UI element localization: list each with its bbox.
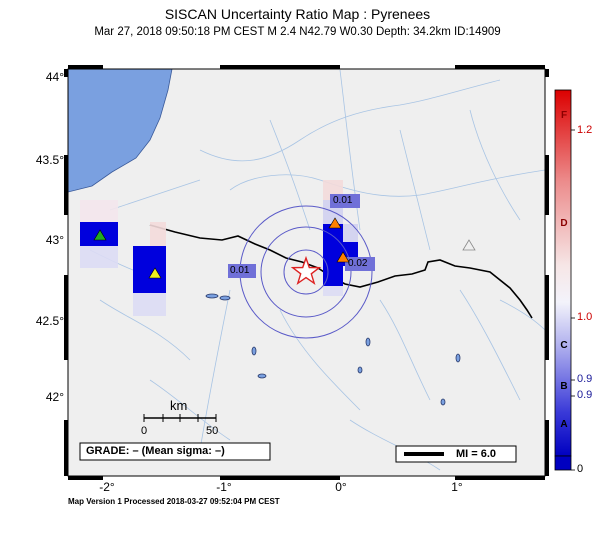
colorbar-grade-letter: C <box>560 340 568 351</box>
colorbar-grade-letter: F <box>560 110 568 121</box>
lon-label: 1° <box>451 480 463 494</box>
colorbar-value-label: 0.9 <box>577 389 593 401</box>
contour-labels <box>228 194 375 278</box>
mi-legend-box <box>395 445 517 463</box>
colorbar-value-label: 0.9 <box>577 373 593 385</box>
contour-label: 0.02 <box>348 258 368 269</box>
lat-label: 43° <box>45 233 64 247</box>
lat-label: 42° <box>45 390 64 404</box>
mi-legend-text: MI = 6.0 <box>456 448 497 460</box>
grade-box <box>79 442 271 461</box>
colorbar-value-label: 0 <box>577 463 584 475</box>
lat-label: 44° <box>45 70 64 84</box>
star-icon <box>290 255 322 286</box>
map-title: SISCAN Uncertainty Ratio Map : Pyrenees <box>164 6 431 22</box>
colorbar <box>554 89 572 457</box>
contour-label: 0.01 <box>230 265 250 276</box>
lon-label: -1° <box>216 480 232 494</box>
lon-label: 0° <box>335 480 347 494</box>
footer-text: Map Version 1 Processed 2018-03-27 09:52… <box>68 497 280 506</box>
colorbar-value-label: 1.2 <box>577 124 593 136</box>
colorbar-ticks <box>571 129 575 471</box>
lon-label: -2° <box>99 480 115 494</box>
colorbar-grade-letter: D <box>560 218 568 229</box>
triangle-icon <box>93 229 107 241</box>
lat-label: 42.5° <box>35 314 64 328</box>
triangle-icon <box>148 267 162 279</box>
colorbar-grade-letter: A <box>560 419 568 430</box>
scale-bar <box>143 414 217 422</box>
scale-bar-title: km <box>170 398 188 413</box>
colorbar-value-label: 1.0 <box>577 311 593 323</box>
triangle-icon <box>328 217 342 229</box>
colorbar-base <box>554 455 572 471</box>
lat-label: 43.5° <box>35 153 64 167</box>
scale-bar-tick: 50 <box>206 425 219 437</box>
border-line <box>149 224 533 319</box>
map-subtitle: Mar 27, 2018 09:50:18 PM CEST M 2.4 N42.… <box>94 26 501 38</box>
contour-label: 0.01 <box>333 195 353 206</box>
lakes <box>205 293 461 406</box>
ocean-area <box>68 69 173 193</box>
grade-text: GRADE: – (Mean sigma: –) <box>86 445 225 457</box>
colorbar-grade-letter: B <box>560 381 568 392</box>
triangle-icon <box>336 251 350 263</box>
scale-bar-tick: 0 <box>141 425 148 437</box>
triangle-icon <box>462 239 476 251</box>
frame-ticks <box>64 65 549 480</box>
